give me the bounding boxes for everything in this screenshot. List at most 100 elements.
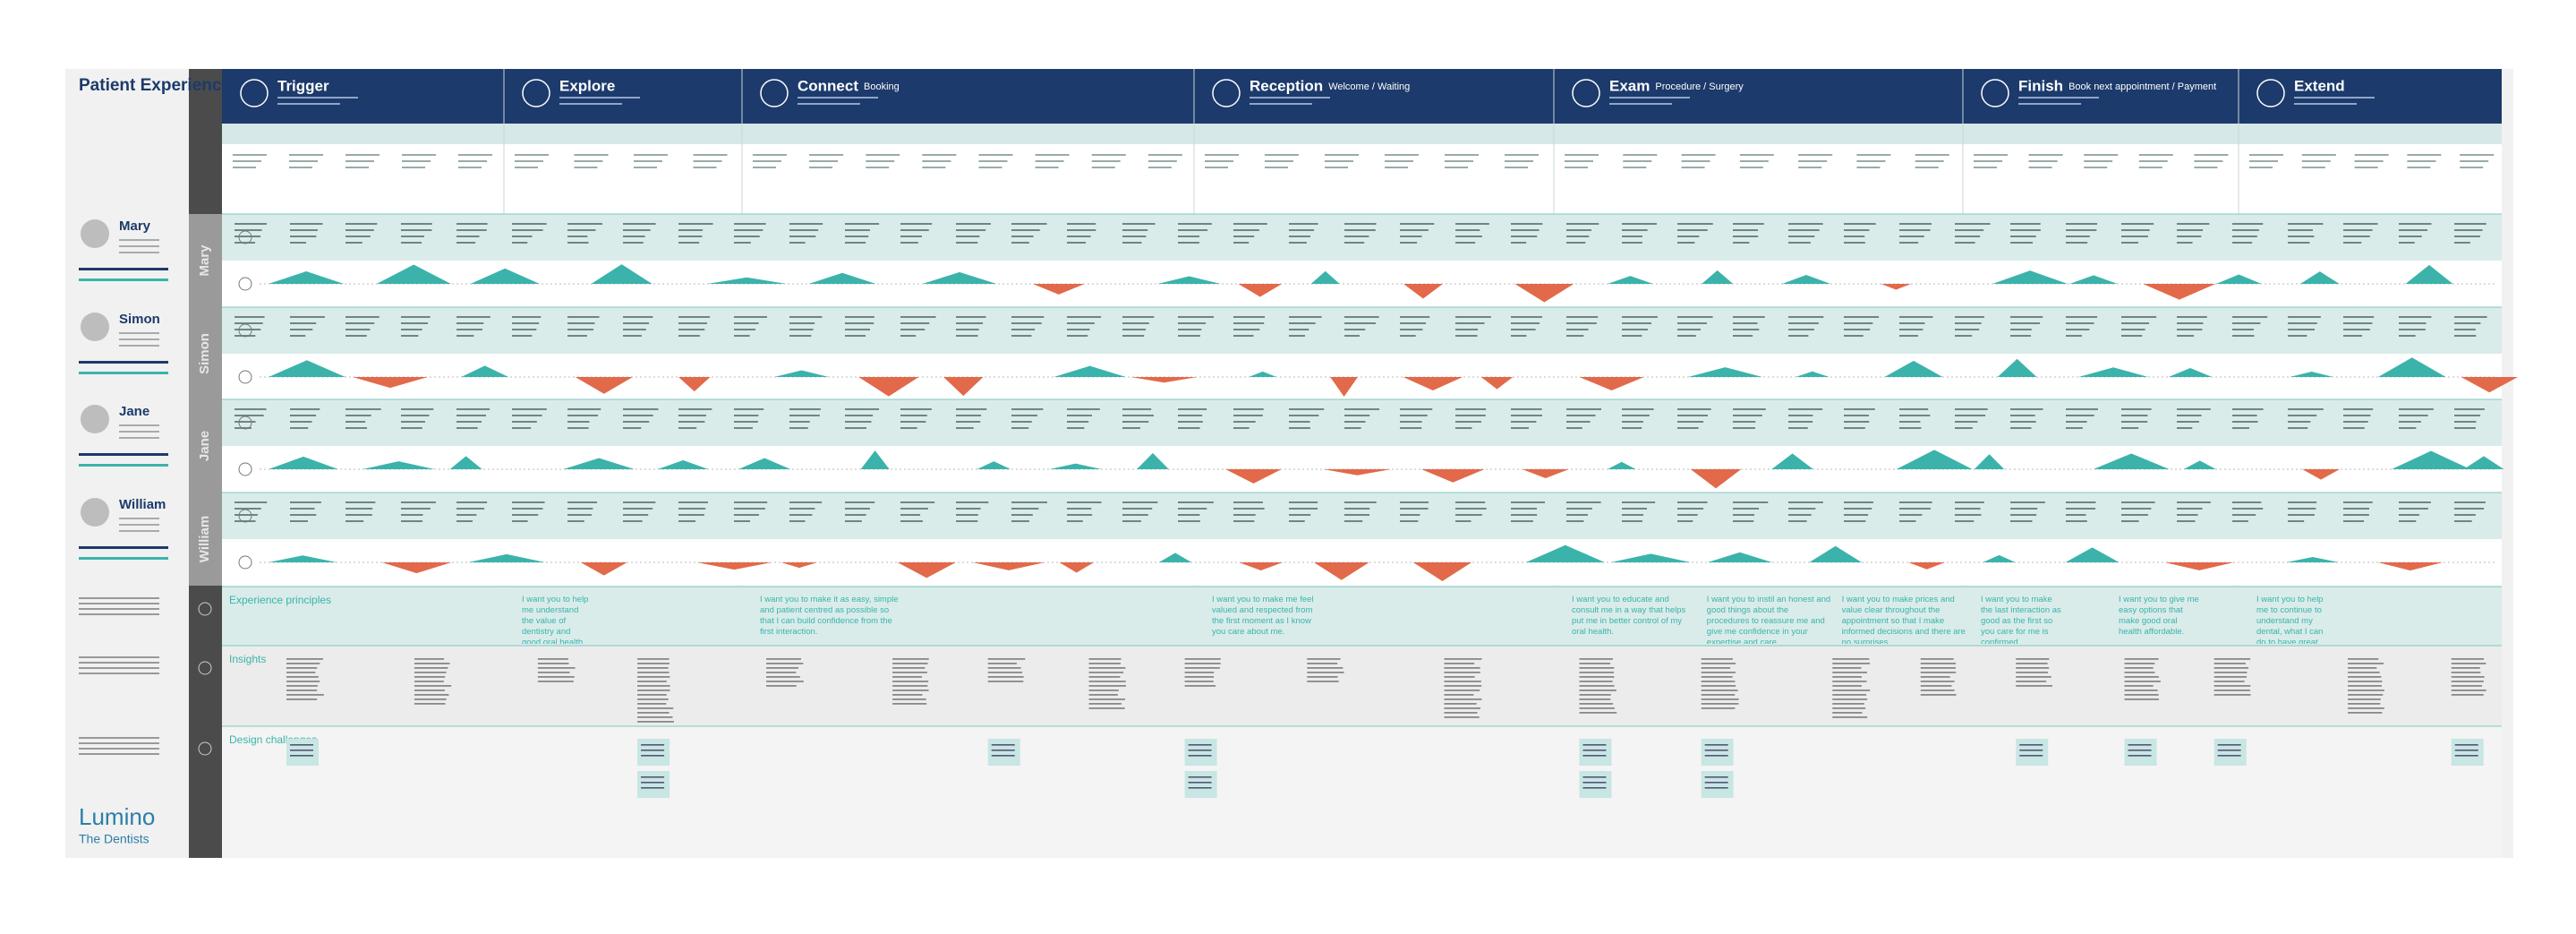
text-line	[2177, 501, 2211, 503]
text-line	[1011, 520, 1029, 522]
text-line	[678, 514, 704, 516]
text-line	[1677, 415, 1709, 416]
text-line	[2454, 750, 2478, 751]
text-line	[1184, 685, 1216, 687]
text-line	[2288, 427, 2308, 429]
text-line	[1011, 322, 1042, 324]
text-line	[2454, 335, 2477, 337]
emotion-peak	[738, 458, 791, 469]
text-line	[2217, 744, 2241, 746]
text-line	[290, 316, 325, 318]
text-line	[693, 154, 728, 156]
text-line	[1844, 223, 1876, 225]
text-line	[1445, 154, 1479, 156]
text-line	[515, 154, 549, 156]
text-line	[1511, 508, 1537, 510]
emotion-peak	[1323, 469, 1392, 476]
section-icon	[198, 741, 212, 756]
text-line	[79, 656, 159, 658]
text-line	[789, 229, 819, 231]
text-line	[2407, 154, 2442, 156]
emotion-peak	[2164, 562, 2234, 570]
text-line	[892, 690, 929, 691]
text-line	[1566, 229, 1592, 231]
text-line	[1511, 242, 1527, 244]
text-line	[1609, 97, 1690, 99]
text-line	[2232, 501, 2262, 503]
text-line	[1677, 501, 1708, 503]
text-line	[345, 514, 372, 516]
sticky-note	[1184, 739, 1217, 766]
text-line	[2177, 316, 2207, 318]
text-line	[456, 236, 480, 237]
text-line	[900, 421, 926, 423]
text-line	[537, 667, 576, 669]
text-line	[1265, 167, 1288, 168]
emotion-peak	[591, 264, 653, 284]
text-line	[1088, 676, 1121, 678]
principle: I want you to instil an honest and good …	[1707, 595, 1830, 644]
text-line	[1184, 676, 1215, 678]
emotion-peak	[381, 562, 452, 574]
text-line	[2121, 223, 2154, 225]
text-line	[512, 316, 542, 318]
text-line	[345, 427, 368, 429]
text-line	[515, 160, 543, 162]
text-line	[2016, 676, 2051, 678]
text-line	[401, 316, 431, 318]
text-line	[2194, 167, 2218, 168]
text-line	[1455, 508, 1487, 510]
text-line	[2348, 707, 2384, 709]
text-line	[1122, 335, 1145, 337]
text-line	[766, 667, 798, 669]
text-line	[1704, 755, 1728, 757]
text-line	[2399, 316, 2432, 318]
text-line	[623, 421, 650, 423]
text-line	[956, 335, 978, 337]
text-line	[1178, 223, 1212, 225]
text-line	[235, 236, 261, 237]
text-line	[1444, 663, 1475, 664]
emotion-peak	[1310, 270, 1340, 284]
text-line	[119, 338, 159, 340]
text-line	[1974, 167, 1997, 168]
emotion-peak	[707, 277, 787, 284]
text-line	[414, 694, 449, 696]
stage-subtitle: Procedure / Surgery	[1655, 81, 1744, 92]
text-line	[1122, 408, 1152, 410]
text-line	[845, 223, 880, 225]
text-line	[1067, 415, 1093, 416]
text-line	[1844, 236, 1865, 237]
text-line	[2213, 681, 2245, 682]
text-line	[892, 663, 928, 664]
text-line	[290, 329, 313, 330]
sticky-note	[1184, 771, 1217, 798]
text-line	[574, 160, 603, 162]
text-line	[2454, 408, 2485, 410]
text-line	[1899, 508, 1931, 510]
text-line	[235, 501, 268, 503]
text-line	[119, 518, 159, 519]
text-line	[2232, 229, 2259, 231]
text-line	[290, 520, 308, 522]
text-line	[1067, 408, 1100, 410]
text-line	[1788, 236, 1815, 237]
text-line	[1622, 229, 1648, 231]
text-line	[1915, 160, 1944, 162]
text-line	[1788, 229, 1820, 231]
persona-photo	[81, 405, 109, 433]
emotion-peak	[2143, 284, 2216, 300]
emotion-peak	[1238, 284, 1283, 297]
text-line	[1681, 160, 1710, 162]
text-line	[2232, 427, 2249, 429]
text-line	[678, 508, 706, 510]
emotion-peak	[580, 562, 627, 576]
text-line	[567, 501, 598, 503]
text-line	[2454, 242, 2470, 244]
text-line	[956, 514, 978, 516]
text-line	[678, 229, 704, 231]
text-line	[1920, 672, 1957, 673]
text-line	[414, 703, 446, 705]
text-line	[2121, 514, 2148, 516]
text-line	[1899, 223, 1932, 225]
